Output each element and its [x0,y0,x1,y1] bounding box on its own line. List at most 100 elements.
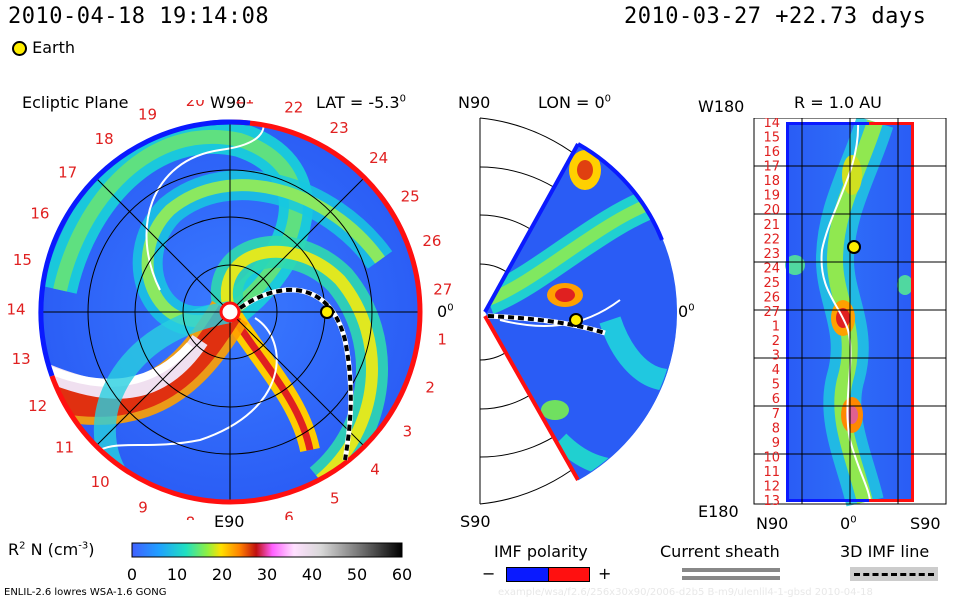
colorbar-tick-label: 30 [257,565,277,584]
ecliptic-day-label: 16 [30,205,49,223]
colorbar-label-unit-sup: -3 [78,540,89,552]
radius-y-label: 10 [763,450,780,465]
meridian-right-degree: 0 [688,302,695,314]
radius-x-right-label: S90 [910,514,941,533]
reference-date: 2010-03-27 +22.73 days [624,4,927,29]
radius-y-label: 26 [763,291,780,306]
current-sheath-swatch-top [682,568,780,572]
colorbar-label-r: R [8,540,20,559]
longitude-degree: 0 [604,93,612,105]
colorbar-label-unit-end: ) [88,540,95,559]
radius-y-label: 20 [763,203,780,218]
radius-y-label: 27 [763,305,780,320]
radius-y-label: 4 [772,363,780,378]
radius-x-mid-label: 00 [840,514,857,533]
ecliptic-bottom-label: E90 [214,512,245,531]
colorbar-label-sup: 2 [19,540,26,552]
imf-polarity-positive-swatch [548,567,590,582]
ecliptic-day-label: 6 [284,509,294,520]
ecliptic-day-label: 17 [58,164,77,182]
ecliptic-day-labels: 1415161718192021222324252627123456789101… [6,100,452,520]
ecliptic-day-label: 4 [370,460,380,478]
radius-y-label: 5 [772,378,780,393]
ecliptic-day-label: 18 [95,130,114,148]
ecliptic-right-degree: 0 [447,302,454,314]
ecliptic-day-label: 22 [284,100,303,117]
earth-marker-icon [569,313,583,327]
radius-x-left-label: N90 [756,514,789,533]
radius-y-label: 13 [763,494,780,508]
ecliptic-day-label: 12 [28,397,47,415]
sun-icon [219,301,241,323]
ecliptic-right-label: 00 [437,302,454,321]
ecliptic-day-label: 11 [55,439,74,457]
ecliptic-day-label: 8 [186,513,196,520]
radius-y-label: 6 [772,392,780,407]
ecliptic-day-label: 20 [186,100,205,110]
meridian-plane-plot [479,117,678,505]
imf-polarity-plus: + [598,564,612,583]
radius-grid [753,118,947,505]
ecliptic-day-label: 3 [403,423,413,441]
radius-y-labels: 1415161718192021222324252627123456789101… [763,118,780,508]
radius-y-label: 21 [763,218,780,233]
colorbar-tick-label: 50 [347,565,367,584]
meridian-bottom-label: S90 [460,512,491,531]
meridian-right-value: 0 [678,302,689,321]
ecliptic-day-label: 27 [433,281,452,299]
imf-polarity-negative-swatch [506,567,550,582]
radius-y-label: 9 [772,436,780,451]
radius-x-mid-degree: 0 [850,514,857,526]
latitude-readout: LAT = -5.30 [316,93,406,112]
radius-map-plot: 1415161718192021222324252627123456789101… [753,118,947,508]
density-colorbar: 0 10 20 30 40 50 60 [127,542,412,584]
colorbar-label: R2 N (cm-3) [8,540,95,559]
earth-marker-icon [847,240,861,254]
ecliptic-day-label: 5 [330,490,340,508]
radius-y-label: 12 [763,480,780,495]
ecliptic-day-label: 2 [425,379,435,397]
radius-y-label: 2 [772,334,780,349]
meridian-top-label: N90 [458,93,491,112]
radius-y-label: 23 [763,247,780,262]
current-datetime: 2010-04-18 19:14:08 [8,4,270,29]
ecliptic-title: Ecliptic Plane [22,93,129,112]
imf-polarity-title: IMF polarity [494,542,588,561]
radius-y-label: 22 [763,232,780,247]
radius-bottom-left-label: E180 [698,502,739,521]
latitude-value: LAT = -5.3 [316,93,400,112]
colorbar-tick-label: 60 [392,565,412,584]
colorbar-label-unit: N (cm [25,540,79,559]
ecliptic-day-label: 23 [330,119,349,137]
ecliptic-top-label: W90 [210,93,247,112]
colorbar-tick-label: 40 [302,565,322,584]
earth-marker-icon [12,41,27,56]
ecliptic-day-label: 24 [369,149,388,167]
radius-y-label: 3 [772,349,780,364]
meridian-right-label: 00 [678,302,695,321]
earth-legend-label: Earth [32,38,75,57]
ecliptic-day-label: 13 [12,350,31,368]
earth-marker-icon [320,305,334,319]
radius-y-label: 14 [763,118,780,131]
imf-line-title: 3D IMF line [840,542,930,561]
ecliptic-day-label: 25 [401,188,420,206]
ecliptic-day-label: 10 [91,473,110,491]
ecliptic-day-label: 21 [235,100,254,108]
radius-top-left-label: W180 [698,97,745,116]
imf-line-swatch [850,567,938,581]
radius-y-label: 16 [763,145,780,160]
latitude-degree: 0 [399,93,406,105]
current-sheath-swatch-bottom [682,576,780,580]
longitude-value: LON = 0 [538,93,605,112]
run-footer: example/wsa/f2.6/256x30x90/2006-d2b5 B-m… [498,587,873,598]
radius-title: R = 1.0 AU [794,93,882,112]
model-footer: ENLIL-2.6 lowres WSA-1.6 GONG [4,587,167,598]
radius-y-label: 18 [763,174,780,189]
colorbar-tick-label: 20 [212,565,232,584]
ecliptic-plane-plot: 1415161718192021222324252627123456789101… [6,100,452,520]
meridian-density-map [485,144,678,480]
radius-y-label: 11 [763,465,780,480]
ecliptic-day-label: 9 [138,499,148,517]
imf-polarity-minus: − [482,564,496,583]
